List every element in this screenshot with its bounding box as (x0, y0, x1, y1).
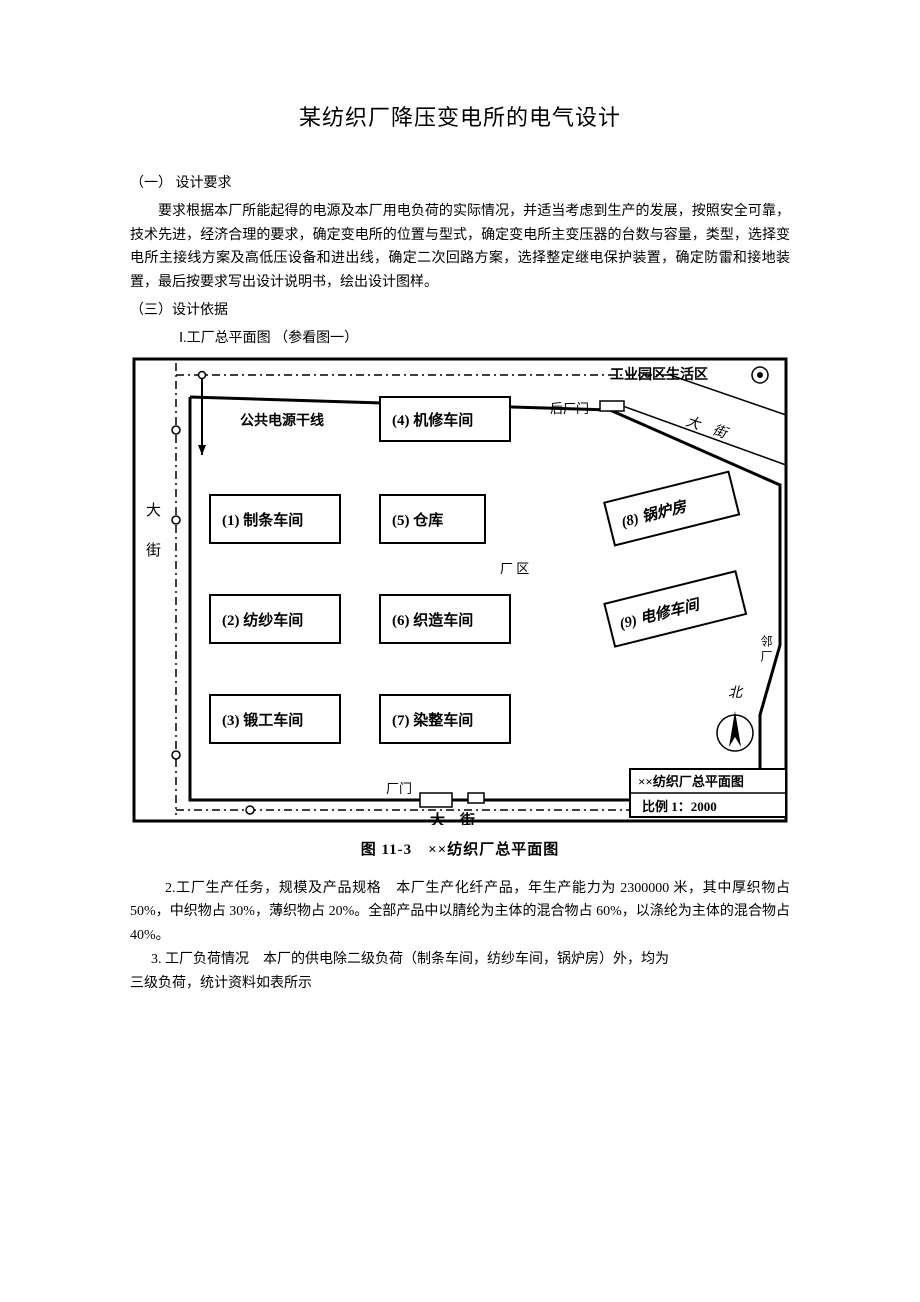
room-1: (1) 制条车间 (210, 495, 340, 543)
room-5: (5) 仓库 (380, 495, 485, 543)
titlebox-l2: 比例 1：2000 (642, 799, 717, 814)
svg-text:(7) 染整车间: (7) 染整车间 (392, 711, 473, 729)
page-title: 某纺织厂降压变电所的电气设计 (130, 100, 790, 132)
living-area-label: 工业园区生活区 (610, 366, 708, 383)
power-line-label: 公共电源干线 (240, 412, 324, 429)
room-6: (6) 织造车间 (380, 595, 510, 643)
svg-text:(1) 制条车间: (1) 制条车间 (222, 511, 303, 529)
paragraph-3b: 三级负荷，统计资料如表所示 (130, 972, 790, 996)
svg-text:(2) 纺纱车间: (2) 纺纱车间 (222, 611, 303, 629)
paragraph-2: 2.工厂生产任务，规模及产品规格 本厂生产化纤产品，年生产能力为 2300000… (130, 877, 790, 948)
section-3-item-1: Ⅰ.工厂总平面图 （参看图一） (130, 327, 790, 351)
paragraph-3a: 3. 工厂负荷情况 本厂的供电除二级负荷（制条车间，纺纱车间，锅炉房）外，均为 (130, 948, 790, 972)
room-7: (7) 染整车间 (380, 695, 510, 743)
room-2: (2) 纺纱车间 (210, 595, 340, 643)
titlebox-l1: ××纺织厂总平面图 (638, 774, 744, 789)
back-gate-label: 后厂门 (550, 401, 589, 416)
svg-text:(5) 仓库: (5) 仓库 (392, 511, 443, 529)
figure-caption: 图 11-3 ××纺织厂总平面图 (130, 838, 790, 859)
room-4: (4) 机修车间 (380, 397, 510, 441)
north-label: 北 (728, 685, 744, 701)
section-1-heading: （一） 设计要求 (130, 172, 790, 196)
plan-figure: 大 街 大 街 工业园区生活区 公共电源干线 (130, 355, 790, 830)
svg-text:(6) 织造车间: (6) 织造车间 (392, 611, 473, 629)
factory-area-label: 厂 区 (500, 561, 529, 576)
room-3: (3) 锻工车间 (210, 695, 340, 743)
svg-text:(4) 机修车间: (4) 机修车间 (392, 411, 473, 429)
gate-label: 厂门 (386, 781, 412, 796)
svg-text:(3) 锻工车间: (3) 锻工车间 (222, 711, 303, 729)
neighbor-label: 邻 厂 (759, 634, 773, 661)
section-3-heading: （三）设计依据 (130, 299, 790, 323)
street-left-2: 街 (146, 542, 161, 559)
street-left-1: 大 (146, 502, 161, 519)
section-1-body: 要求根据本厂所能起得的电源及本厂用电负荷的实际情况，并适当考虑到生产的发展，按照… (130, 200, 790, 295)
street-bottom: 大 街 (430, 811, 475, 825)
